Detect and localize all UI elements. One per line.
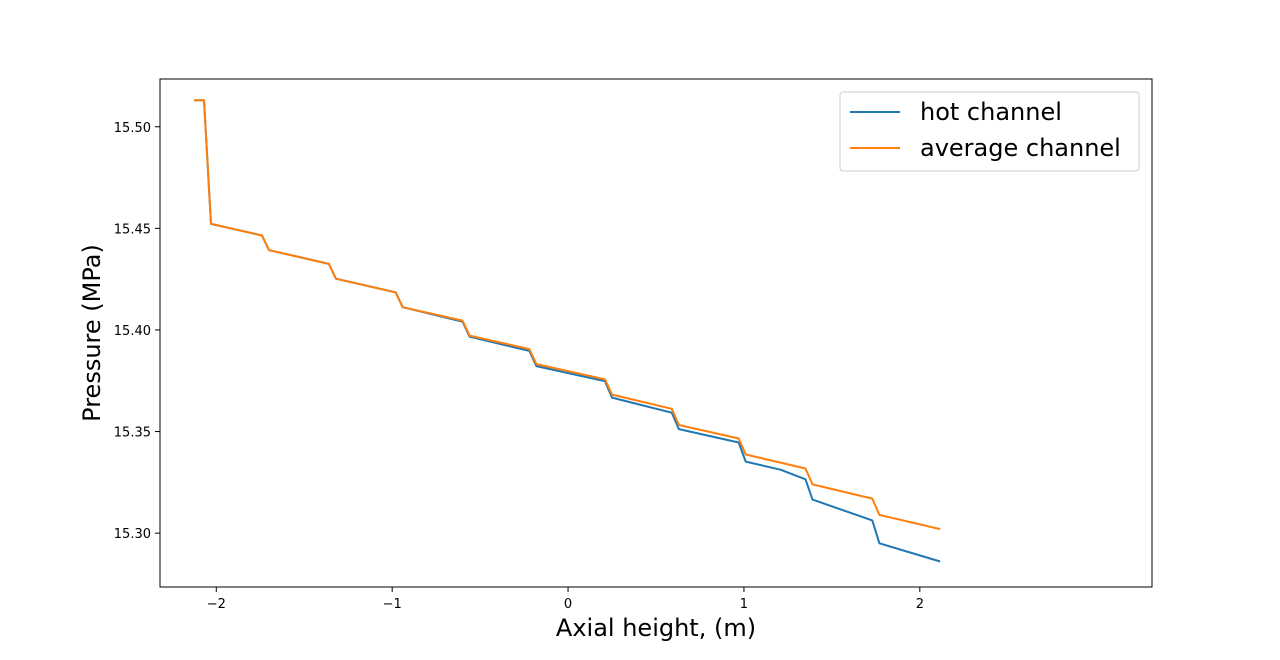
x-tick-label: −1 <box>383 597 402 612</box>
y-tick-label: 15.50 <box>114 121 151 136</box>
series-line-average-channel <box>194 99 941 531</box>
x-axis-ticks: −2 −1 0 1 2 <box>207 587 924 612</box>
y-tick-label: 15.40 <box>114 324 151 339</box>
y-tick-label: 15.35 <box>114 426 151 441</box>
x-tick-label: −2 <box>207 597 226 612</box>
y-axis-ticks: 15.30 15.35 15.40 15.45 15.50 <box>114 121 160 542</box>
legend: hot channel average channel <box>839 91 1140 172</box>
legend-box <box>839 91 1140 172</box>
legend-label-average-channel: average channel <box>920 134 1121 162</box>
x-axis-title: Axial height, (m) <box>556 614 756 642</box>
series-layer <box>194 99 941 563</box>
y-tick-label: 15.45 <box>114 222 151 237</box>
x-tick-label: 1 <box>740 597 748 612</box>
y-axis-title: Pressure (MPa) <box>78 244 106 422</box>
x-tick-label: 0 <box>564 597 572 612</box>
plot-frame <box>159 78 1153 588</box>
legend-label-hot-channel: hot channel <box>920 98 1062 126</box>
x-tick-label: 2 <box>916 597 924 612</box>
y-tick-label: 15.30 <box>114 527 151 542</box>
